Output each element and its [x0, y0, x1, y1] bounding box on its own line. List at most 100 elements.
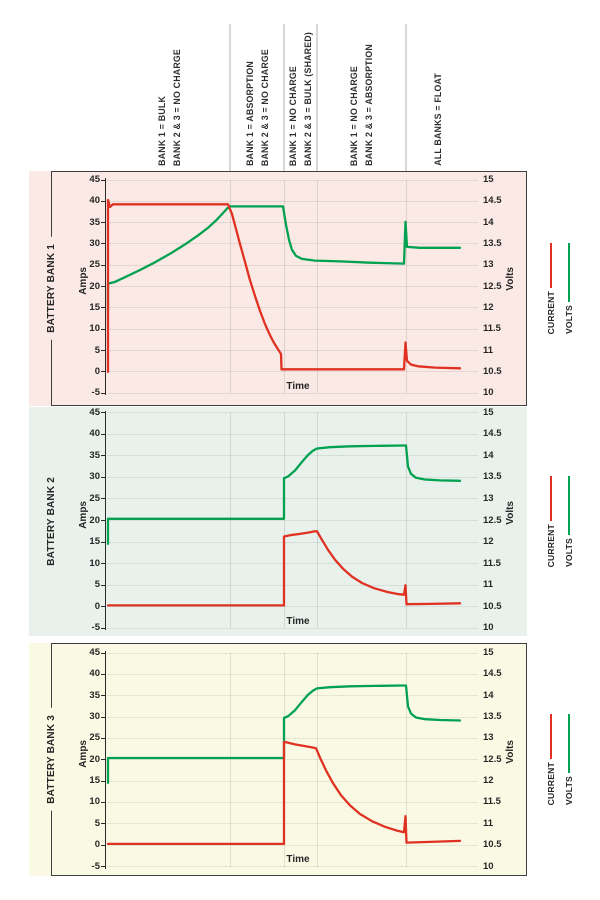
phase-divider — [316, 24, 318, 171]
axis-tick-mark — [101, 392, 105, 394]
gridline-h — [106, 412, 478, 414]
volts-tick-label: 12 — [483, 775, 494, 787]
volts-tick-label: 14.5 — [483, 668, 502, 680]
axis-tick-mark — [101, 243, 105, 245]
current-curve — [106, 530, 462, 607]
amps-tick-label: 25 — [89, 492, 100, 504]
axis-tick-mark — [101, 200, 105, 202]
phase-divider — [229, 24, 231, 171]
panel-fill — [29, 407, 527, 636]
volts-tick-label: 11.5 — [483, 557, 501, 569]
axis-tick-mark — [101, 606, 105, 608]
amps-tick-label: 15 — [89, 536, 100, 548]
volts-curve — [106, 684, 462, 784]
gridline-v — [229, 653, 231, 867]
volts-curve — [106, 205, 462, 312]
amps-tick-label: 15 — [89, 775, 100, 787]
gridline-v — [316, 653, 318, 867]
amps-tick-label: 0 — [94, 600, 100, 612]
gridline-h — [106, 737, 478, 739]
volts-tick-label: 13.5 — [483, 711, 502, 723]
volts-tick-label: 12.5 — [483, 753, 502, 765]
volts-tick-label: 14 — [483, 689, 494, 701]
legend-item-current: CURRENT — [546, 242, 556, 335]
gridline-h — [106, 541, 478, 543]
amps-tick-label: 35 — [89, 449, 100, 461]
panel-fill — [29, 643, 527, 876]
gridline-h — [106, 286, 478, 288]
gridline-h — [106, 222, 478, 224]
gridline-h — [106, 716, 478, 718]
amps-tick-label: 15 — [89, 301, 100, 313]
gridline-h — [106, 200, 478, 202]
gridline-h — [106, 563, 478, 565]
amps-tick-label: 5 — [94, 817, 100, 829]
axis-tick-mark — [101, 627, 105, 629]
gridline-h — [106, 780, 478, 782]
amps-tick-label: 35 — [89, 689, 100, 701]
volts-tick-label: 10 — [483, 860, 494, 872]
volts-tick-label: 11.5 — [483, 796, 501, 808]
volts-tick-label: 12 — [483, 301, 494, 313]
volts-tick-label: 15 — [483, 174, 494, 185]
amps-tick-label: 30 — [89, 237, 100, 249]
gridline-v — [405, 180, 407, 394]
gridline-h — [106, 673, 478, 675]
legend-label: VOLTS — [564, 776, 574, 806]
amps-tick-label: -5 — [91, 387, 100, 399]
amps-tick-label: 10 — [89, 323, 100, 335]
legend-line — [549, 242, 553, 289]
current-curve — [106, 740, 462, 846]
gridline-h — [106, 371, 478, 373]
volts-tick-label: 11 — [483, 817, 494, 829]
axis-tick-mark — [101, 371, 105, 373]
legend-line — [567, 242, 571, 303]
amps-tick-label: 40 — [89, 428, 100, 440]
gridline-h — [106, 584, 478, 586]
amps-tick-label: 40 — [89, 668, 100, 680]
gridline-h — [106, 652, 478, 654]
gridline-h — [106, 498, 478, 500]
amps-tick-label: -5 — [91, 860, 100, 872]
amps-axis-line — [104, 651, 107, 869]
amps-tick-label: 25 — [89, 259, 100, 271]
amps-tick-label: 5 — [94, 344, 100, 356]
amps-tick-label: 0 — [94, 365, 100, 377]
gridline-h — [106, 627, 478, 629]
amps-tick-label: 20 — [89, 280, 100, 292]
amps-tick-label: 10 — [89, 796, 100, 808]
amps-tick-label: 20 — [89, 753, 100, 765]
axis-tick-mark — [101, 264, 105, 266]
legend-label: CURRENT — [546, 524, 556, 568]
volts-tick-label: 11 — [483, 344, 494, 356]
gridline-v — [316, 412, 318, 629]
time-label: Time — [286, 615, 310, 627]
gridline-h — [106, 476, 478, 478]
amps-tick-label: 30 — [89, 471, 100, 483]
legend-line — [567, 475, 571, 536]
gridline-h — [106, 264, 478, 266]
legend-label: VOLTS — [564, 305, 574, 335]
gridline-h — [106, 350, 478, 352]
axis-tick-mark — [101, 780, 105, 782]
phase-divider — [405, 24, 407, 171]
volts-tick-label: 13 — [483, 492, 494, 504]
axis-tick-mark — [101, 476, 105, 478]
amps-axis-line — [104, 178, 107, 396]
gridline-h — [106, 606, 478, 608]
axis-tick-mark — [101, 695, 105, 697]
axis-tick-mark — [101, 584, 105, 586]
gridline-h — [106, 823, 478, 825]
volts-curve — [106, 444, 462, 545]
axis-tick-mark — [101, 823, 105, 825]
axis-tick-mark — [101, 673, 105, 675]
gridline-v — [229, 412, 231, 629]
volts-tick-label: 14.5 — [483, 195, 502, 207]
amps-tick-label: 30 — [89, 711, 100, 723]
gridline-h — [106, 455, 478, 457]
time-label: Time — [286, 380, 310, 392]
axis-tick-mark — [101, 455, 105, 457]
volts-tick-label: 10.5 — [483, 600, 502, 612]
gridline-h — [106, 179, 478, 181]
axis-tick-mark — [101, 563, 105, 565]
